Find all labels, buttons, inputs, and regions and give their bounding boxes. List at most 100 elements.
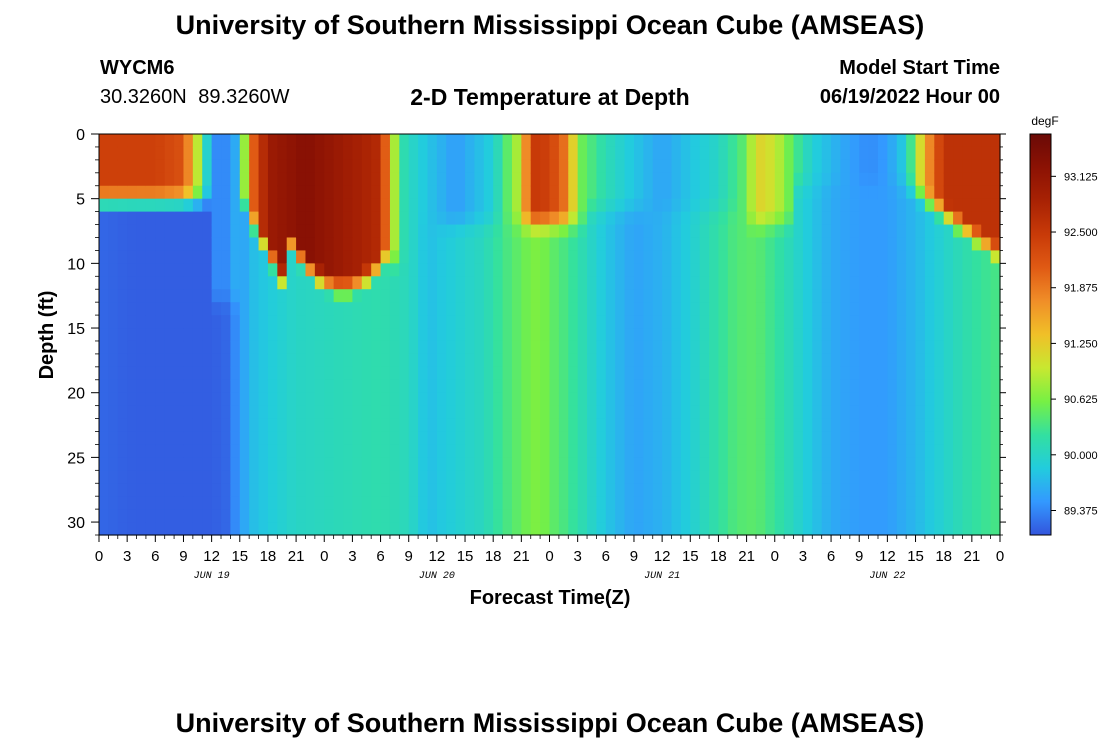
heatmap-cell	[286, 483, 297, 497]
heatmap-cell	[493, 134, 504, 148]
heatmap-cell	[155, 457, 166, 471]
heatmap-cell	[455, 509, 466, 523]
heatmap-cell	[352, 289, 363, 303]
heatmap-cell	[249, 470, 260, 484]
heatmap-cells	[99, 134, 1001, 536]
heatmap-cell	[924, 418, 935, 433]
heatmap-cell	[596, 263, 607, 277]
heatmap-cell	[286, 263, 297, 277]
heatmap-cell	[793, 185, 804, 200]
heatmap-cell	[971, 159, 982, 174]
heatmap-cell	[812, 340, 823, 355]
heatmap-cell	[436, 483, 447, 497]
heatmap-cell	[286, 405, 297, 420]
heatmap-cell	[474, 134, 485, 148]
heatmap-cell	[840, 366, 851, 381]
heatmap-cell	[361, 522, 372, 536]
heatmap-cell	[755, 315, 766, 329]
heatmap-cell	[624, 392, 635, 407]
heatmap-cell	[558, 315, 569, 329]
colorbar-tick-label: 92.500	[1064, 227, 1098, 239]
heatmap-cell	[511, 353, 522, 368]
heatmap-cell	[145, 379, 156, 394]
heatmap-cell	[211, 198, 222, 213]
heatmap-cell	[746, 276, 757, 290]
heatmap-cell	[521, 172, 532, 187]
heatmap-cell	[192, 392, 203, 407]
heatmap-cell	[915, 276, 926, 290]
heatmap-cell	[924, 405, 935, 420]
heatmap-cell	[314, 431, 325, 446]
x-tick-label: 15	[457, 548, 474, 565]
heatmap-cell	[343, 250, 354, 264]
heatmap-cell	[267, 276, 278, 290]
heatmap-cell	[230, 224, 241, 239]
heatmap-cell	[446, 470, 457, 484]
heatmap-cell	[831, 172, 842, 187]
heatmap-cell	[821, 522, 832, 536]
heatmap-cell	[680, 159, 691, 174]
heatmap-cell	[174, 289, 185, 303]
heatmap-cell	[521, 340, 532, 355]
heatmap-cell	[971, 431, 982, 446]
heatmap-cell	[230, 211, 241, 226]
heatmap-cell	[859, 224, 870, 239]
heatmap-cell	[887, 340, 898, 355]
heatmap-cell	[652, 146, 663, 161]
heatmap-cell	[502, 509, 513, 523]
heatmap-cell	[427, 198, 438, 213]
heatmap-cell	[343, 211, 354, 226]
heatmap-cell	[305, 496, 316, 510]
heatmap-cell	[558, 496, 569, 510]
heatmap-cell	[981, 392, 992, 407]
heatmap-cell	[286, 224, 297, 239]
heatmap-cell	[643, 405, 654, 420]
heatmap-cell	[324, 431, 335, 446]
heatmap-cell	[802, 302, 813, 316]
heatmap-cell	[605, 224, 616, 239]
x-tick-label: 21	[738, 548, 755, 565]
heatmap-cell	[418, 211, 429, 226]
heatmap-cell	[221, 444, 231, 458]
heatmap-cell	[915, 353, 926, 368]
heatmap-cell	[662, 353, 673, 368]
heatmap-cell	[436, 418, 447, 433]
heatmap-cell	[859, 340, 870, 355]
heatmap-cell	[399, 134, 410, 148]
heatmap-cell	[230, 302, 241, 316]
heatmap-cell	[990, 172, 1001, 187]
heatmap-cell	[643, 483, 654, 497]
heatmap-cell	[587, 237, 598, 252]
heatmap-cell	[774, 250, 785, 264]
heatmap-cell	[333, 431, 344, 446]
heatmap-cell	[671, 237, 682, 252]
heatmap-cell	[521, 315, 532, 329]
heatmap-cell	[587, 146, 598, 161]
heatmap-cell	[192, 134, 203, 148]
heatmap-cell	[258, 172, 269, 187]
heatmap-cell	[737, 522, 748, 536]
heatmap-cell	[699, 146, 710, 161]
heatmap-cell	[831, 185, 842, 200]
heatmap-cell	[971, 289, 982, 303]
heatmap-cell	[887, 315, 898, 329]
heatmap-cell	[943, 134, 954, 148]
heatmap-cell	[802, 483, 813, 497]
heatmap-cell	[249, 302, 260, 316]
heatmap-cell	[305, 353, 316, 368]
heatmap-cell	[249, 172, 260, 187]
heatmap-cell	[680, 405, 691, 420]
heatmap-cell	[924, 289, 935, 303]
heatmap-cell	[680, 496, 691, 510]
heatmap-cell	[953, 353, 964, 368]
heatmap-cell	[962, 263, 973, 277]
heatmap-cell	[737, 405, 748, 420]
heatmap-cell	[399, 392, 410, 407]
x-tick-label: 21	[964, 548, 981, 565]
heatmap-cell	[361, 315, 372, 329]
x-tick-label: 0	[996, 548, 1004, 565]
heatmap-cell	[183, 185, 194, 200]
heatmap-cell	[164, 263, 175, 277]
heatmap-cell	[793, 353, 804, 368]
heatmap-cell	[662, 146, 673, 161]
